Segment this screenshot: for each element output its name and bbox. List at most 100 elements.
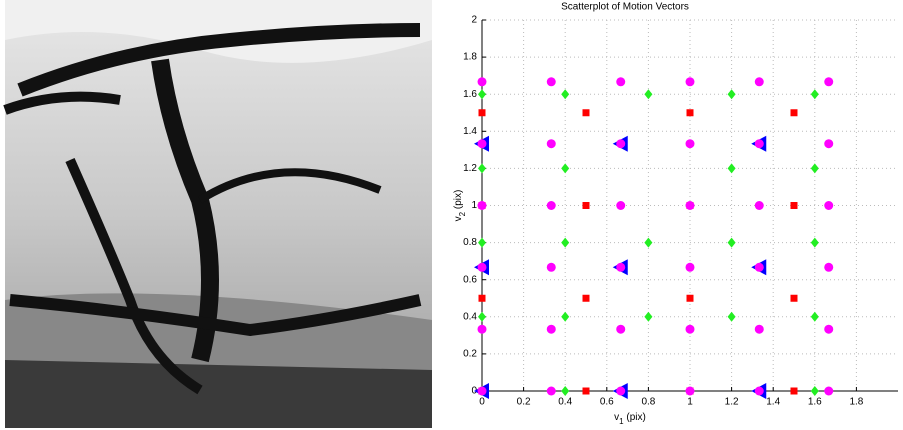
point xyxy=(824,386,834,396)
point xyxy=(685,386,695,396)
x-axis-label: v1 (pix) xyxy=(614,412,646,426)
point xyxy=(790,109,798,117)
y-tick-label: 0.8 xyxy=(463,237,477,248)
x-tick-label: 0.8 xyxy=(641,397,655,408)
point xyxy=(727,237,736,248)
point xyxy=(685,201,695,210)
point xyxy=(616,201,626,210)
point xyxy=(686,294,694,302)
point xyxy=(644,237,653,248)
y-tick-label: 0.2 xyxy=(463,349,477,360)
point xyxy=(561,386,570,396)
point xyxy=(686,109,694,117)
chart-title: Scatterplot of Motion Vectors xyxy=(561,2,689,13)
point xyxy=(477,324,487,334)
y-tick-label: 1 xyxy=(471,200,477,211)
point xyxy=(616,262,626,272)
x-tick-label: 0.4 xyxy=(558,397,572,408)
point xyxy=(477,262,487,272)
y-tick-label: 0.4 xyxy=(463,311,477,322)
point xyxy=(477,201,487,210)
point xyxy=(616,77,626,87)
photo xyxy=(3,0,432,428)
point xyxy=(478,163,486,174)
point xyxy=(754,324,764,334)
y-tick-label: 1.8 xyxy=(463,52,477,63)
point xyxy=(810,237,819,248)
x-tick-label: 1.6 xyxy=(808,397,822,408)
x-tick-label: 0.6 xyxy=(600,397,614,408)
point xyxy=(477,386,487,396)
point xyxy=(561,311,570,322)
point xyxy=(478,311,486,322)
point xyxy=(546,324,556,334)
label-part: v xyxy=(453,216,464,221)
point xyxy=(477,77,487,87)
point xyxy=(546,201,556,210)
y-tick-label: 0.6 xyxy=(463,274,477,285)
point xyxy=(810,89,819,100)
label-part: v xyxy=(614,412,619,423)
label-part: (pix) xyxy=(453,190,464,212)
point xyxy=(754,201,764,210)
point xyxy=(810,386,819,396)
point xyxy=(727,163,736,174)
point xyxy=(810,163,819,174)
point xyxy=(685,262,695,272)
point xyxy=(616,139,626,149)
point xyxy=(790,387,798,395)
point xyxy=(824,262,834,272)
label-part: 2 xyxy=(458,211,467,216)
point xyxy=(546,386,556,396)
point xyxy=(478,237,486,248)
point xyxy=(754,139,764,149)
point xyxy=(478,294,486,302)
point xyxy=(685,324,695,334)
point xyxy=(582,294,590,302)
x-tick-label: 1.2 xyxy=(725,397,739,408)
point xyxy=(561,89,570,100)
x-tick-label: 1.4 xyxy=(766,397,780,408)
label-part: 1 xyxy=(619,417,624,426)
x-tick-label: 1.8 xyxy=(849,397,863,408)
point xyxy=(824,201,834,210)
point xyxy=(478,89,486,100)
point xyxy=(477,139,487,149)
point xyxy=(824,77,834,87)
point xyxy=(824,139,834,149)
y-tick-label: 1.6 xyxy=(463,89,477,100)
point xyxy=(644,311,653,322)
x-tick-label: 0 xyxy=(479,397,485,408)
x-tick-label: 0.2 xyxy=(517,397,531,408)
y-tick-label: 1.2 xyxy=(463,163,477,174)
point xyxy=(754,262,764,272)
y-axis-label: v2 (pix) xyxy=(453,190,467,222)
point xyxy=(616,324,626,334)
point xyxy=(582,202,590,209)
point xyxy=(790,294,798,302)
point xyxy=(546,77,556,87)
point xyxy=(478,109,486,117)
y-tick-label: 2 xyxy=(471,15,477,26)
x-tick-label: 1 xyxy=(687,397,693,408)
point xyxy=(685,139,695,149)
point xyxy=(582,387,590,395)
point xyxy=(754,77,764,87)
point xyxy=(727,311,736,322)
point xyxy=(790,202,798,209)
point xyxy=(685,77,695,87)
point xyxy=(582,109,590,117)
point xyxy=(727,89,736,100)
point xyxy=(616,386,626,396)
y-tick-label: 1.4 xyxy=(463,126,477,137)
point xyxy=(754,386,764,396)
label-part: (pix) xyxy=(624,412,646,423)
point xyxy=(561,163,570,174)
point xyxy=(810,311,819,322)
point xyxy=(546,139,556,149)
point xyxy=(824,324,834,334)
point xyxy=(546,262,556,272)
point xyxy=(561,237,570,248)
point xyxy=(644,89,653,100)
